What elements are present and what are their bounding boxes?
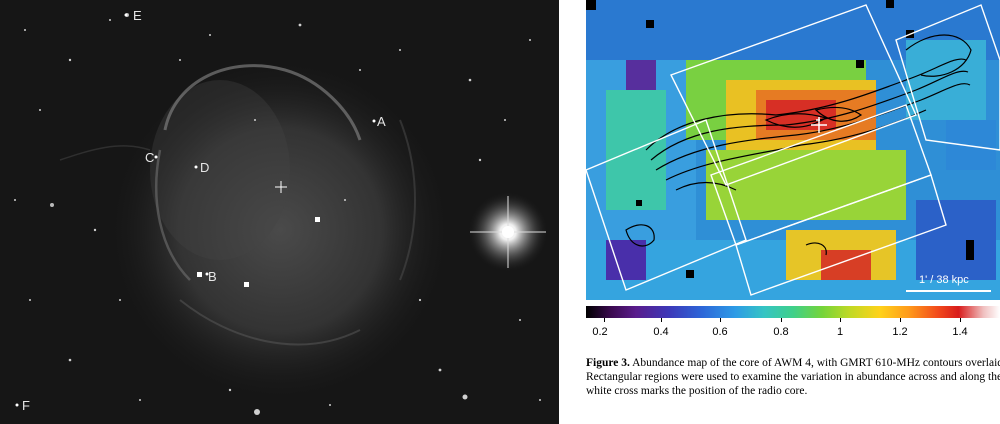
colorbar-tick-label: 0.2 (592, 326, 608, 338)
figure-caption: Figure 3. Abundance map of the core of A… (586, 356, 1000, 398)
colorbar-tickmark (900, 318, 901, 322)
colorbar-tickmark (960, 318, 961, 322)
nebula-image: A B C D E F (0, 0, 559, 424)
marker-label-a: A (377, 114, 386, 129)
marker-label-f: F (22, 398, 30, 413)
colorbar-tick-label: 1 (836, 326, 844, 338)
colorbar (586, 306, 1000, 318)
caption-label: Figure 3. (586, 357, 630, 369)
scale-bar-label: 1' / 38 kpc (919, 274, 969, 286)
colorbar-tickmark (604, 318, 605, 322)
colorbar-tickmark (661, 318, 662, 322)
abundance-map (586, 0, 1000, 300)
colorbar-tickmark (720, 318, 721, 322)
nebula-graphic (14, 13, 548, 415)
abundance-map-graphic (586, 0, 1000, 300)
colorbar-tick-label: 0.6 (712, 326, 728, 338)
colorbar-tick-label: 1.4 (952, 326, 968, 338)
marker-label-c: C (145, 150, 155, 165)
caption-text: Abundance map of the core of AWM 4, with… (586, 357, 1000, 397)
marker-label-d: D (200, 160, 210, 175)
colorbar-tick-label: 0.8 (773, 326, 789, 338)
abundance-figure: 1' / 38 kpc 0.2 0.4 0.6 0.8 1 1.2 1.4 Fi… (586, 0, 1000, 424)
colorbar-tick-label: 1.2 (892, 326, 908, 338)
colorbar-tickmark (781, 318, 782, 322)
marker-label-e: E (133, 8, 142, 23)
colorbar-tick-label: 0.4 (653, 326, 669, 338)
colorbar-tickmark (840, 318, 841, 322)
marker-label-b: B (208, 269, 217, 284)
